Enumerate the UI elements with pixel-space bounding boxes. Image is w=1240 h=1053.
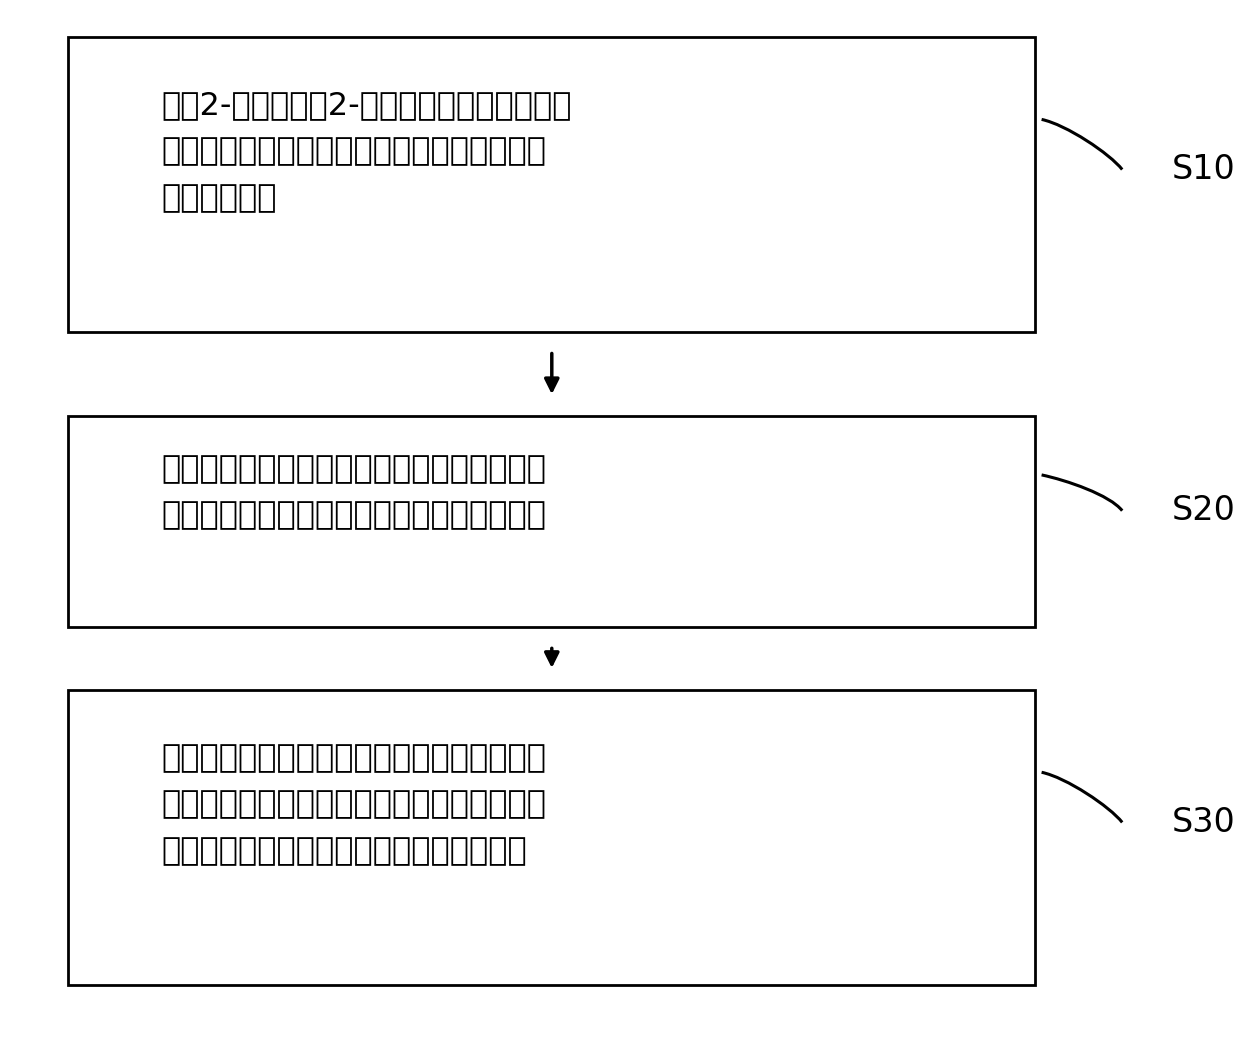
Bar (68, 690, 1035, 985)
Text: S30: S30 (1172, 806, 1235, 839)
Text: S10: S10 (1172, 153, 1235, 186)
Text: S20: S20 (1172, 494, 1236, 528)
Text: 通艴2-甲基吶嗅或2-甲基噪吱与包含有取代基
的氯化物的反应来获得包含有取代基的甲基吶
嗅或甲基噪吱: 通艴2-甲基吶嗅或2-甲基噪吱与包含有取代基 的氯化物的反应来获得包含有取代基的… (161, 90, 572, 214)
Bar (68, 37, 1035, 332)
Text: 通过所述包含有取代基的甲基吶嗅或甲基噪吱
获得包含有取代基的吶嗅甲酸或噪吱甲酸溶液: 通过所述包含有取代基的甲基吶嗅或甲基噪吱 获得包含有取代基的吶嗅甲酸或噪吱甲酸溶… (161, 454, 546, 532)
Text: 在所述包含有取代基的吶嗅甲酸或噪吱甲酸溶
液中加入过量的金属锂，回流、过滤，并经柱
层析色谱或重结晶，获得有机电子注入材料: 在所述包含有取代基的吶嗅甲酸或噪吱甲酸溶 液中加入过量的金属锂，回流、过滤，并经… (161, 742, 546, 867)
Bar (68, 416, 1035, 627)
